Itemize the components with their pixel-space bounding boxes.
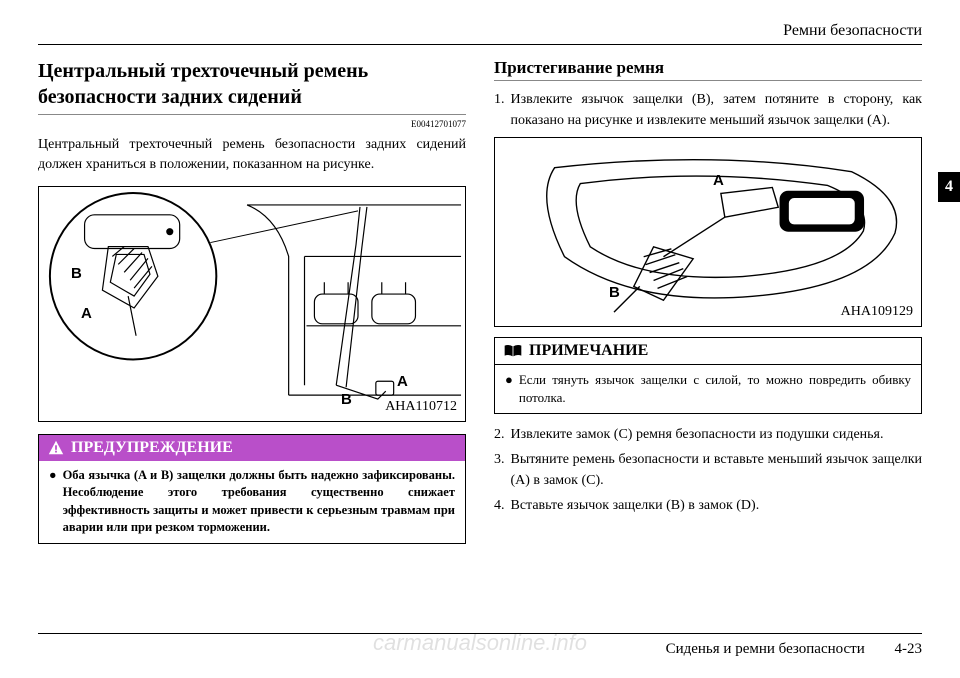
rule-bottom (38, 633, 922, 634)
figure-label-a2: A (397, 373, 408, 390)
list-item: 2. Извлеките замок (C) ремня безопасност… (494, 424, 922, 445)
figure-caption: AHA109129 (841, 304, 913, 320)
page-number: 4-23 (895, 641, 923, 658)
list-number: 3. (494, 449, 505, 491)
list-item: 1. Извлеките язычок защелки (B), затем п… (494, 89, 922, 131)
figure-seatbelt-storage: B A A B AHA110712 (38, 186, 466, 422)
list-text: Вытяните ремень безопасности и вставьте … (511, 449, 923, 491)
column-left: Центральный трехточечный ремень безопасн… (38, 58, 466, 544)
rule-top (38, 44, 922, 45)
warning-title: ПРЕДУПРЕЖДЕНИЕ (71, 439, 233, 457)
list-text: Вставьте язычок защелки (B) в замок (D). (511, 495, 760, 516)
subsection-title: Пристегивание ремня (494, 58, 922, 81)
footer: Сиденья и ремни безопасности 4-23 (666, 641, 922, 658)
bullet-dot-icon: ● (505, 371, 513, 407)
list-text: Извлеките замок (C) ремня безопасности и… (511, 424, 884, 445)
warning-head: ПРЕДУПРЕЖДЕНИЕ (39, 435, 465, 461)
note-body: ● Если тянуть язычок защелки с силой, то… (495, 365, 921, 413)
ordered-list-bottom: 2. Извлеките замок (C) ремня безопасност… (494, 424, 922, 516)
warning-box: ПРЕДУПРЕЖДЕНИЕ ● Оба язычка (A и B) заще… (38, 434, 466, 544)
note-text: Если тянуть язычок защелки с силой, то м… (519, 371, 911, 407)
figure-tongue-extract: A B AHA109129 (494, 137, 922, 327)
ordered-list-top: 1. Извлеките язычок защелки (B), затем п… (494, 89, 922, 131)
paragraph: Центральный трехточечный ремень безопасн… (38, 135, 466, 176)
list-number: 1. (494, 89, 505, 131)
note-title: ПРИМЕЧАНИЕ (529, 342, 648, 360)
page-root: Ремни безопасности 4 Центральный трехточ… (0, 0, 960, 678)
list-item: 3. Вытяните ремень безопасности и вставь… (494, 449, 922, 491)
figure-svg (495, 138, 921, 326)
list-number: 2. (494, 424, 505, 445)
figure-label-a: A (713, 172, 724, 189)
book-icon (503, 344, 523, 358)
warning-body: ● Оба язычка (A и B) защелки должны быть… (39, 461, 465, 543)
figure-label-b1: B (71, 265, 82, 282)
section-title-line1: Центральный трехточечный ремень (38, 60, 368, 82)
footer-text: Сиденья и ремни безопасности (666, 641, 865, 657)
bullet-dot-icon: ● (49, 467, 57, 537)
figure-caption: AHA110712 (385, 399, 457, 415)
list-number: 4. (494, 495, 505, 516)
figure-label-b: B (609, 284, 620, 301)
column-right: Пристегивание ремня 1. Извлеките язычок … (494, 58, 922, 544)
section-title: Центральный трехточечный ремень безопасн… (38, 58, 466, 115)
figure-label-a1: A (81, 305, 92, 322)
document-code: E00412701077 (38, 119, 466, 129)
note-head: ПРИМЕЧАНИЕ (495, 338, 921, 365)
warning-text: Оба язычка (A и B) защелки должны быть н… (63, 467, 455, 537)
header-section-title: Ремни безопасности (783, 22, 922, 40)
section-title-line2: безопасности задних сидений (38, 86, 302, 108)
warning-triangle-icon (47, 439, 65, 457)
figure-label-b2: B (341, 391, 352, 408)
two-column-layout: Центральный трехточечный ремень безопасн… (38, 58, 922, 544)
list-text: Извлеките язычок защелки (B), затем потя… (511, 89, 923, 131)
side-tab-chapter: 4 (938, 172, 960, 202)
note-box: ПРИМЕЧАНИЕ ● Если тянуть язычок защелки … (494, 337, 922, 414)
list-item: 4. Вставьте язычок защелки (B) в замок (… (494, 495, 922, 516)
